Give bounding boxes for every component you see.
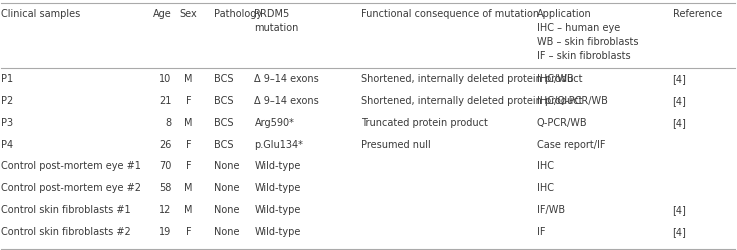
Text: BCS: BCS (214, 117, 234, 127)
Text: 58: 58 (159, 182, 172, 192)
Text: Clinical samples: Clinical samples (1, 9, 80, 19)
Text: Shortened, internally deleted protein product: Shortened, internally deleted protein pr… (361, 96, 582, 106)
Text: M: M (184, 74, 192, 84)
Text: [4]: [4] (673, 74, 686, 84)
Text: Shortened, internally deleted protein product: Shortened, internally deleted protein pr… (361, 74, 582, 84)
Text: Δ 9–14 exons: Δ 9–14 exons (254, 74, 319, 84)
Text: 8: 8 (165, 117, 172, 127)
Text: 21: 21 (159, 96, 172, 106)
Text: None: None (214, 204, 240, 214)
Text: None: None (214, 161, 240, 171)
Text: M: M (184, 204, 192, 214)
Text: P3: P3 (1, 117, 13, 127)
Text: Control post-mortem eye #2: Control post-mortem eye #2 (1, 182, 142, 192)
Text: IF: IF (537, 226, 545, 236)
Text: M: M (184, 117, 192, 127)
Text: F: F (186, 139, 191, 149)
Text: Truncated protein product: Truncated protein product (361, 117, 488, 127)
Text: BCS: BCS (214, 74, 234, 84)
Text: Q-PCR/WB: Q-PCR/WB (537, 117, 587, 127)
Text: F: F (186, 161, 191, 171)
Text: Application: Application (537, 9, 592, 19)
Text: Pathology: Pathology (214, 9, 262, 19)
Text: Sex: Sex (180, 9, 198, 19)
Text: Arg590*: Arg590* (254, 117, 294, 127)
Text: M: M (184, 182, 192, 192)
Text: Wild-type: Wild-type (254, 204, 301, 214)
Text: 10: 10 (159, 74, 172, 84)
Text: Wild-type: Wild-type (254, 182, 301, 192)
Text: IF/WB: IF/WB (537, 204, 565, 214)
Text: 19: 19 (159, 226, 172, 236)
Text: [4]: [4] (673, 204, 686, 214)
Text: Control skin fibroblasts #2: Control skin fibroblasts #2 (1, 226, 131, 236)
Text: Control post-mortem eye #1: Control post-mortem eye #1 (1, 161, 142, 171)
Text: [4]: [4] (673, 96, 686, 106)
Text: IHC: IHC (537, 182, 554, 192)
Text: F: F (186, 96, 191, 106)
Text: Wild-type: Wild-type (254, 226, 301, 236)
Text: [4]: [4] (673, 117, 686, 127)
Text: None: None (214, 226, 240, 236)
Text: Presumed null: Presumed null (361, 139, 430, 149)
Text: IHC/WB: IHC/WB (537, 74, 573, 84)
Text: Case report/IF: Case report/IF (537, 139, 605, 149)
Text: IHC: IHC (537, 161, 554, 171)
Text: P2: P2 (1, 96, 14, 106)
Text: 12: 12 (159, 204, 172, 214)
Text: [4]: [4] (673, 226, 686, 236)
Text: BCS: BCS (214, 96, 234, 106)
Text: mutation: mutation (254, 23, 298, 33)
Text: IHC/Q-PCR/WB: IHC/Q-PCR/WB (537, 96, 608, 106)
Text: WB – skin fibroblasts: WB – skin fibroblasts (537, 37, 638, 47)
Text: Age: Age (153, 9, 172, 19)
Text: P1: P1 (1, 74, 13, 84)
Text: P4: P4 (1, 139, 13, 149)
Text: 70: 70 (159, 161, 172, 171)
Text: Control skin fibroblasts #1: Control skin fibroblasts #1 (1, 204, 131, 214)
Text: BCS: BCS (214, 139, 234, 149)
Text: F: F (186, 226, 191, 236)
Text: Δ 9–14 exons: Δ 9–14 exons (254, 96, 319, 106)
Text: Functional consequence of mutation: Functional consequence of mutation (361, 9, 539, 19)
Text: PRDM5: PRDM5 (254, 9, 290, 19)
Text: None: None (214, 182, 240, 192)
Text: p.Glu134*: p.Glu134* (254, 139, 304, 149)
Text: IHC – human eye: IHC – human eye (537, 23, 620, 33)
Text: Reference: Reference (673, 9, 722, 19)
Text: Wild-type: Wild-type (254, 161, 301, 171)
Text: 26: 26 (159, 139, 172, 149)
Text: IF – skin fibroblasts: IF – skin fibroblasts (537, 51, 630, 61)
